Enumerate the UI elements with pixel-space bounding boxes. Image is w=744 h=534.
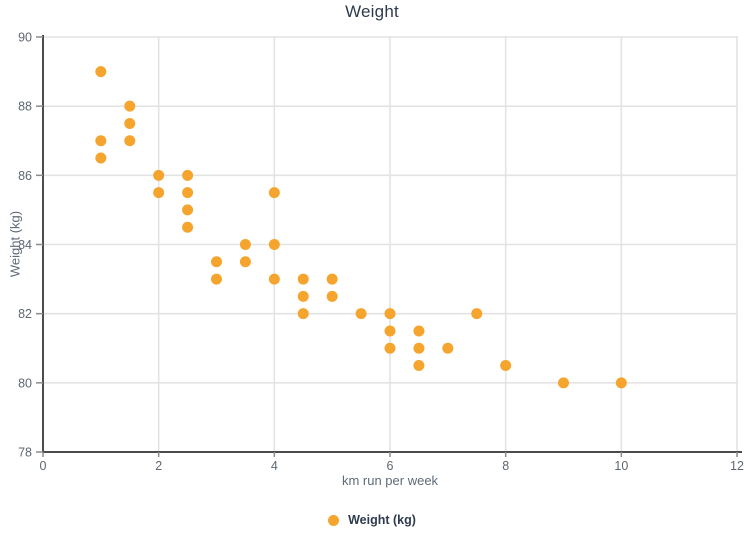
data-point[interactable] bbox=[182, 204, 194, 216]
data-point[interactable] bbox=[500, 360, 512, 372]
x-tick-label: 12 bbox=[730, 459, 744, 473]
chart-title: Weight bbox=[345, 2, 399, 21]
y-tick-label: 84 bbox=[18, 238, 32, 252]
data-point[interactable] bbox=[211, 273, 222, 285]
data-point[interactable] bbox=[384, 308, 396, 320]
data-point[interactable] bbox=[182, 169, 194, 181]
data-point[interactable] bbox=[558, 377, 569, 389]
data-point[interactable] bbox=[239, 239, 251, 250]
y-tick-label: 80 bbox=[18, 376, 32, 390]
y-tick-label: 86 bbox=[18, 169, 32, 183]
data-point[interactable] bbox=[471, 308, 483, 320]
data-point[interactable] bbox=[297, 290, 309, 302]
data-point[interactable] bbox=[297, 273, 309, 285]
legend: Weight (kg) bbox=[0, 513, 744, 527]
data-point[interactable] bbox=[297, 308, 309, 320]
y-axis-title: Weight (kg) bbox=[7, 210, 23, 278]
data-point[interactable] bbox=[268, 239, 280, 250]
data-point[interactable] bbox=[239, 256, 251, 268]
legend-marker-icon bbox=[328, 514, 340, 526]
data-point[interactable] bbox=[124, 117, 136, 129]
x-axis-title: km run per week bbox=[341, 473, 439, 488]
data-point[interactable] bbox=[442, 342, 454, 354]
data-point[interactable] bbox=[413, 342, 425, 354]
data-point[interactable] bbox=[124, 100, 136, 112]
x-tick-label: 10 bbox=[614, 459, 628, 473]
data-point[interactable] bbox=[211, 256, 222, 268]
data-point[interactable] bbox=[153, 169, 165, 181]
y-tick-label: 82 bbox=[18, 307, 32, 321]
data-point[interactable] bbox=[268, 187, 280, 199]
data-point[interactable] bbox=[95, 152, 107, 164]
x-tick-label: 2 bbox=[155, 459, 162, 473]
data-point[interactable] bbox=[153, 187, 165, 199]
legend-label: Weight (kg) bbox=[348, 513, 416, 527]
data-point[interactable] bbox=[384, 342, 396, 354]
data-point[interactable] bbox=[182, 221, 194, 233]
data-point[interactable] bbox=[413, 360, 425, 372]
x-tick-label: 6 bbox=[387, 459, 394, 473]
data-point[interactable] bbox=[182, 187, 194, 199]
x-tick-label: 0 bbox=[40, 459, 47, 473]
data-point[interactable] bbox=[95, 66, 107, 78]
y-tick-label: 88 bbox=[18, 100, 32, 114]
data-point[interactable] bbox=[326, 273, 338, 285]
data-point[interactable] bbox=[95, 135, 107, 147]
x-tick-label: 4 bbox=[271, 459, 278, 473]
data-point[interactable] bbox=[413, 325, 425, 337]
x-tick-label: 8 bbox=[502, 459, 509, 473]
data-point[interactable] bbox=[124, 135, 136, 147]
data-point[interactable] bbox=[615, 377, 627, 389]
data-point[interactable] bbox=[355, 308, 367, 320]
data-point[interactable] bbox=[268, 273, 280, 285]
y-tick-label: 78 bbox=[18, 446, 32, 460]
data-point[interactable] bbox=[384, 325, 396, 337]
y-tick-label: 90 bbox=[18, 31, 32, 45]
data-point[interactable] bbox=[326, 290, 338, 302]
legend-item-weight[interactable]: Weight (kg) bbox=[328, 513, 416, 527]
